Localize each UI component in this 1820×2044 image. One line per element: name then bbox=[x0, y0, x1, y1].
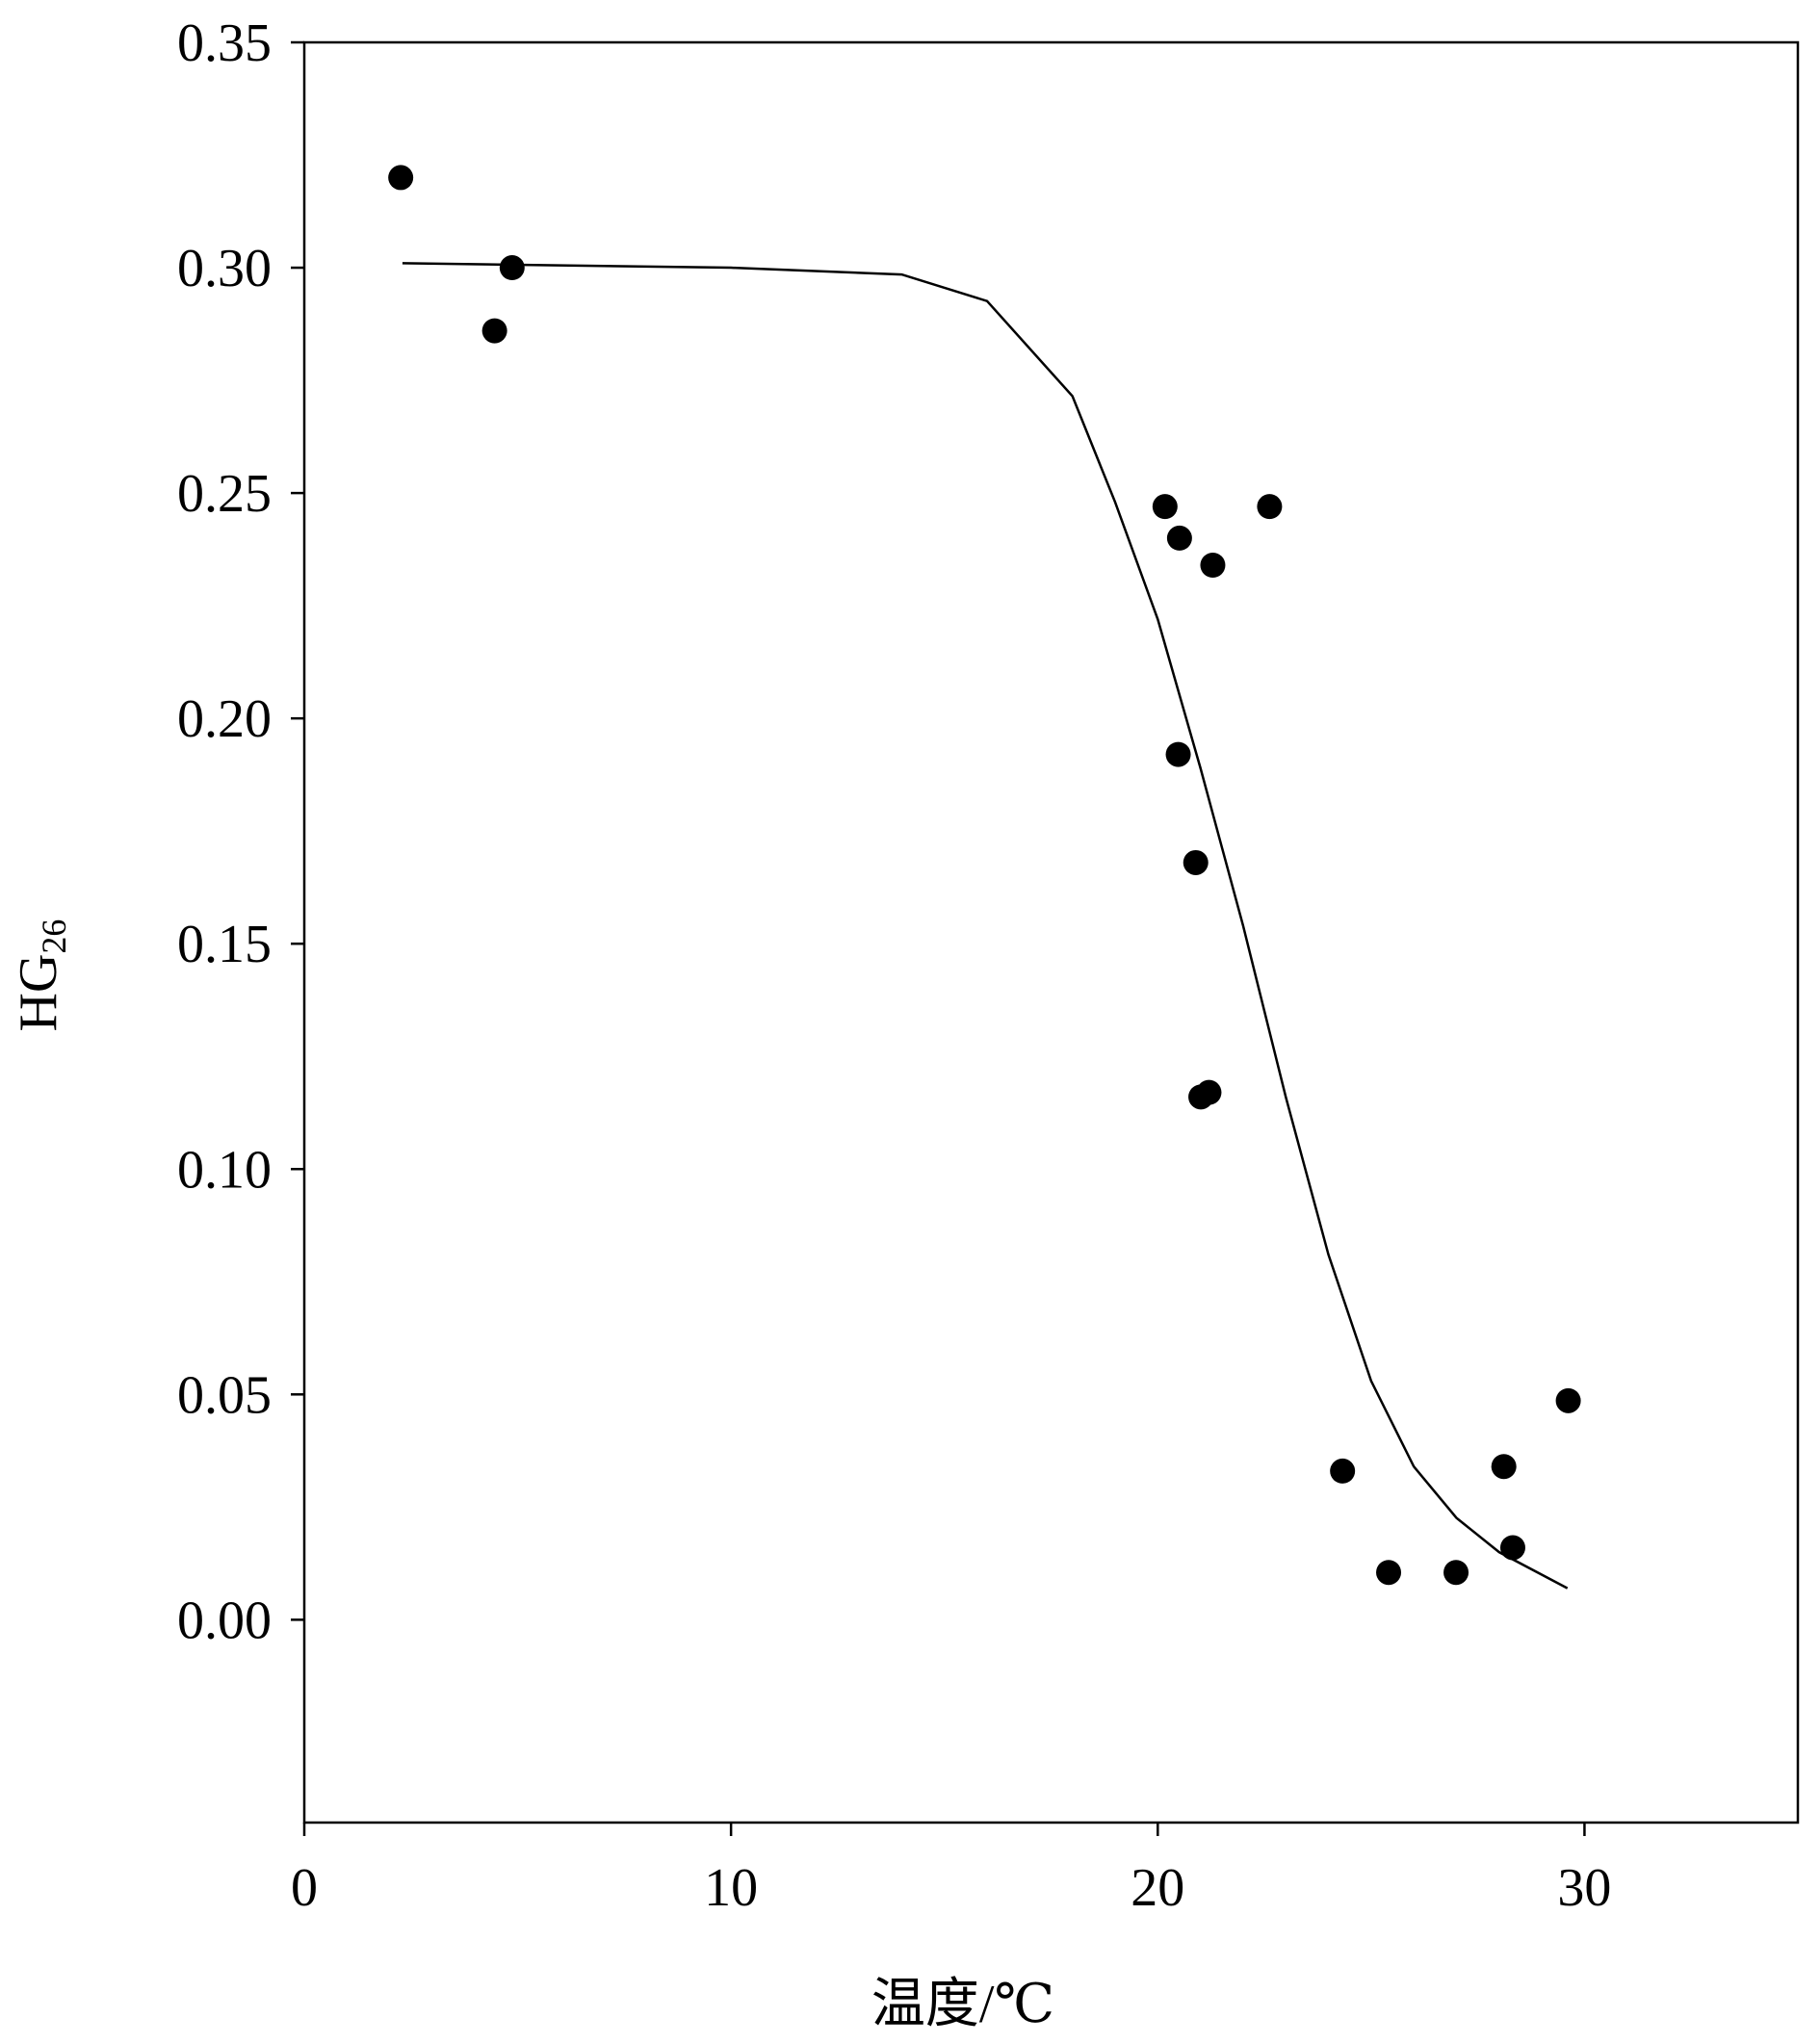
data-point bbox=[1555, 1387, 1581, 1413]
y-tick-label: 0.15 bbox=[177, 915, 272, 974]
y-tick-label: 0.00 bbox=[177, 1591, 272, 1650]
x-tick-label: 0 bbox=[291, 1858, 318, 1918]
data-point bbox=[1196, 1079, 1222, 1105]
y-axis-label-subscript: 26 bbox=[35, 919, 73, 954]
data-point bbox=[1491, 1454, 1517, 1480]
y-tick-label: 0.10 bbox=[177, 1140, 272, 1200]
data-point bbox=[1376, 1560, 1402, 1586]
y-tick-label: 0.05 bbox=[177, 1365, 272, 1425]
y-tick-label: 0.30 bbox=[177, 239, 272, 298]
data-point bbox=[1166, 525, 1192, 551]
plot-frame bbox=[302, 40, 1800, 1824]
data-point bbox=[1165, 741, 1191, 767]
data-point bbox=[1200, 552, 1226, 578]
data-point bbox=[481, 318, 507, 344]
y-axis-label: HG26 bbox=[9, 919, 73, 1032]
data-point bbox=[1330, 1458, 1356, 1484]
y-tick-label: 0.25 bbox=[177, 464, 272, 524]
data-point bbox=[1443, 1560, 1469, 1586]
data-point bbox=[1499, 1535, 1525, 1561]
x-tick-label: 10 bbox=[704, 1858, 758, 1918]
x-axis-label: 温度/℃ bbox=[871, 1975, 1054, 2034]
y-tick-label: 0.35 bbox=[177, 13, 272, 73]
x-tick-label: 30 bbox=[1557, 1858, 1611, 1918]
y-tick-label: 0.20 bbox=[177, 689, 272, 749]
data-point bbox=[1183, 849, 1209, 875]
fit-curve bbox=[402, 262, 1569, 1590]
data-point bbox=[499, 255, 525, 281]
y-axis-label-group: HG26 bbox=[9, 919, 73, 1032]
y-axis-label-main: HG bbox=[9, 954, 68, 1032]
x-tick-label: 20 bbox=[1131, 1858, 1184, 1918]
data-point bbox=[1152, 494, 1178, 520]
data-point bbox=[388, 165, 414, 191]
data-point bbox=[1257, 494, 1283, 520]
